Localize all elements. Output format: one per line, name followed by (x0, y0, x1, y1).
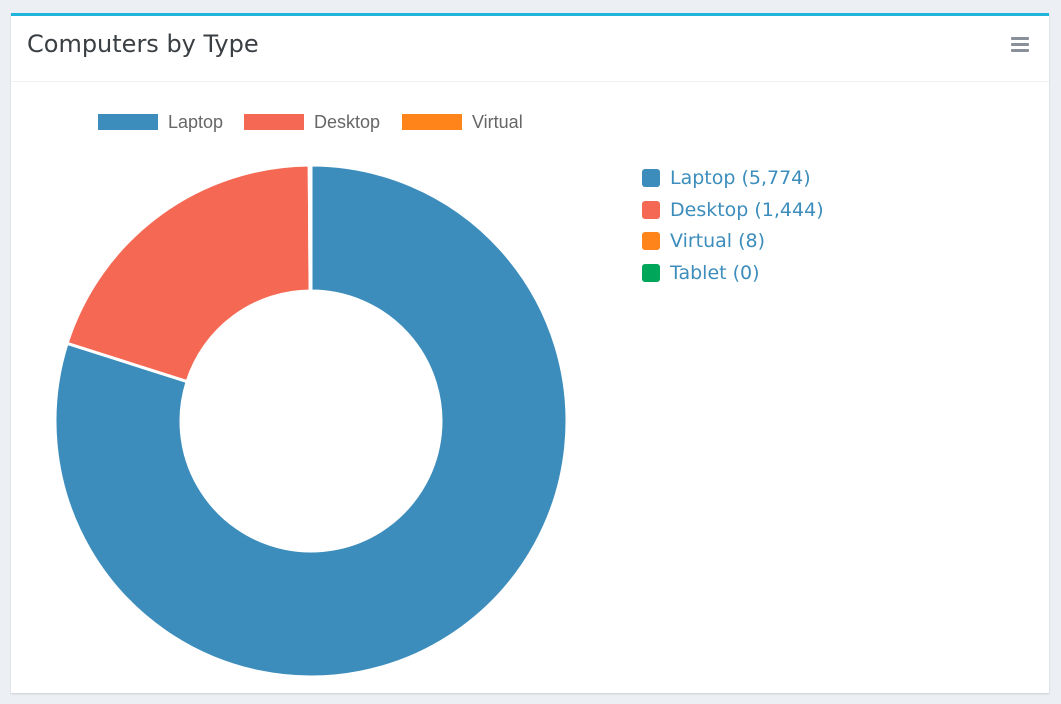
legend-label: Laptop (168, 112, 223, 132)
side-legend-swatch (642, 200, 660, 219)
chart-legend-item-desktop[interactable]: Desktop (244, 112, 380, 132)
donut-chart: Laptop Desktop Virtual (53, 112, 569, 679)
chart-legend-item-virtual[interactable]: Virtual (402, 112, 523, 132)
panel-title: Computers by Type (27, 30, 259, 58)
legend-label: Virtual (472, 112, 523, 132)
side-legend-item[interactable]: Laptop (5,774) (642, 165, 824, 197)
side-legend-link[interactable]: Desktop (1,444) (670, 198, 824, 221)
computers-by-type-panel: Computers by Type Laptop Desktop Virtual L… (11, 13, 1049, 693)
donut-slices (53, 163, 569, 679)
legend-swatch (402, 114, 462, 130)
side-legend-item[interactable]: Virtual (8) (642, 228, 824, 260)
slice-virtual[interactable] (307, 163, 313, 293)
side-legend: Laptop (5,774) Desktop (1,444) Virtual (8)… (642, 165, 824, 291)
side-legend-swatch (642, 232, 660, 250)
side-legend-item[interactable]: Desktop (1,444) (642, 197, 824, 229)
slice-laptop[interactable] (53, 163, 569, 679)
hamburger-menu-icon[interactable] (1011, 37, 1029, 53)
side-legend-swatch (642, 263, 660, 282)
legend-swatch (244, 114, 304, 130)
panel-header: Computers by Type (11, 16, 1049, 82)
side-legend-link[interactable]: Tablet (0) (670, 261, 760, 284)
chart-legend-item-laptop[interactable]: Laptop (98, 112, 223, 132)
chart-legend: Laptop Desktop Virtual (98, 112, 523, 132)
side-legend-link[interactable]: Virtual (8) (670, 230, 766, 252)
chart-area: Laptop Desktop Virtual Laptop (5,774) Deskt… (11, 82, 1049, 693)
legend-swatch (98, 114, 158, 130)
side-legend-item[interactable]: Tablet (0) (642, 260, 824, 292)
side-legend-link[interactable]: Laptop (5,774) (670, 167, 811, 189)
slice-desktop[interactable] (65, 163, 312, 384)
side-legend-swatch (642, 169, 660, 187)
legend-label: Desktop (314, 112, 380, 132)
